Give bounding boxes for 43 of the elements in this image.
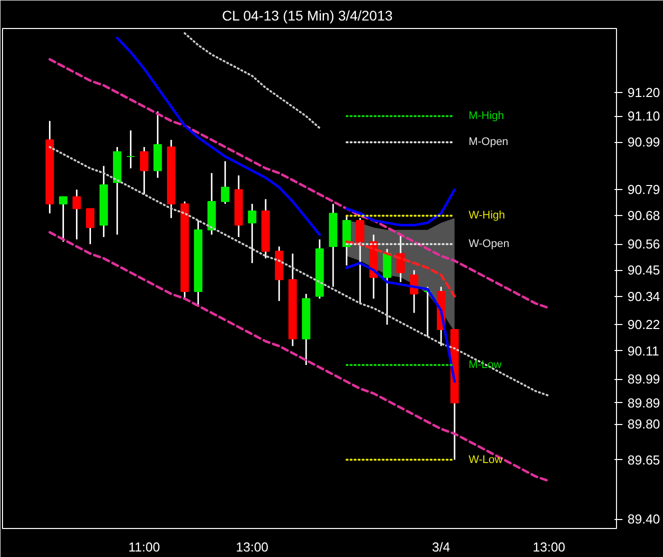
line-series — [48, 231, 550, 482]
line-series — [48, 146, 550, 397]
y-tick-label: 89.40 — [628, 512, 660, 527]
series-label: M-Open — [468, 136, 508, 148]
y-tick-label: 90.45 — [628, 262, 660, 278]
x-tick-label: 3/4 — [432, 540, 450, 554]
candlestick — [140, 146, 148, 196]
y-tick-label: 90.56 — [628, 236, 660, 252]
line-series — [116, 36, 321, 236]
candlestick — [59, 196, 68, 243]
y-tick-label: 89.65 — [628, 452, 660, 468]
candlestick — [86, 208, 94, 245]
y-tick-label: 90.79 — [628, 182, 660, 198]
y-tick-label: 90.11 — [628, 343, 660, 358]
line-series — [345, 188, 456, 226]
y-tick-label: 89.89 — [628, 395, 660, 410]
y-tick-label: 90.34 — [628, 288, 660, 304]
series-label: W-Low — [468, 454, 503, 466]
x-tick-label: 13:00 — [236, 540, 268, 554]
series-label: M-High — [468, 110, 504, 122]
candlestick — [72, 188, 81, 240]
candlestick — [248, 203, 256, 264]
line-series — [184, 32, 321, 130]
series-label: W-High — [468, 210, 506, 222]
candlestick — [396, 234, 405, 283]
y-tick-label: 89.99 — [628, 372, 660, 387]
series-label: W-Open — [468, 238, 510, 250]
y-tick-label: 90.22 — [628, 317, 660, 332]
x-tick-label: 11:00 — [128, 540, 160, 554]
candlestick — [220, 160, 230, 205]
candlestick — [423, 286, 432, 338]
chart-title: CL 04-13 (15 Min) 3/4/2013 — [222, 8, 393, 24]
y-tick-label: 91.20 — [628, 84, 660, 100]
x-tick-label: 13:00 — [532, 540, 566, 554]
candlestick — [126, 130, 135, 170]
y-tick-label: 90.99 — [628, 134, 660, 150]
y-tick-label: 89.80 — [628, 416, 660, 432]
candlestick — [356, 217, 364, 304]
y-tick-label: 91.10 — [628, 108, 660, 124]
y-tick-label: 90.68 — [628, 208, 660, 224]
line-series — [48, 58, 550, 310]
candlestick — [382, 248, 392, 326]
line-series — [345, 262, 456, 383]
